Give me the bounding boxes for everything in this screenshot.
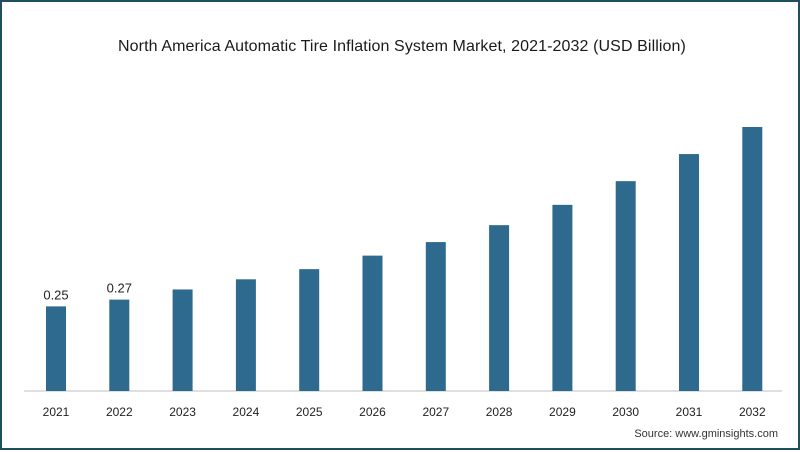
x-tick-label: 2022 bbox=[106, 405, 133, 419]
x-tick-label: 2027 bbox=[422, 405, 449, 419]
bar-2030 bbox=[615, 181, 636, 391]
x-tick-label: 2021 bbox=[43, 405, 70, 419]
x-tick-label: 2024 bbox=[233, 405, 260, 419]
bar-2026 bbox=[362, 255, 383, 391]
bar-2024 bbox=[235, 279, 256, 391]
x-tick-label: 2031 bbox=[676, 405, 703, 419]
bar-2027 bbox=[425, 242, 446, 391]
x-tick-label: 2025 bbox=[296, 405, 323, 419]
bar-2028 bbox=[489, 225, 510, 391]
x-tick-label: 2029 bbox=[549, 405, 576, 419]
data-label: 0.25 bbox=[43, 287, 68, 302]
x-tick-label: 2030 bbox=[612, 405, 639, 419]
x-tick-label: 2023 bbox=[169, 405, 196, 419]
bar-2032 bbox=[742, 127, 763, 391]
x-tick-label: 2028 bbox=[486, 405, 513, 419]
bar-2025 bbox=[299, 269, 320, 391]
source-note: Source: www.gminsights.com bbox=[634, 428, 778, 440]
bar-2029 bbox=[552, 204, 573, 391]
chart-title: North America Automatic Tire Inflation S… bbox=[118, 38, 686, 55]
bar-2031 bbox=[679, 154, 699, 391]
bar-2022 bbox=[109, 299, 130, 391]
bar-2023 bbox=[172, 289, 193, 391]
x-tick-label: 2026 bbox=[359, 405, 386, 419]
bar-2021 bbox=[46, 306, 66, 391]
data-label: 0.27 bbox=[107, 281, 132, 296]
x-tick-label: 2032 bbox=[739, 405, 766, 419]
